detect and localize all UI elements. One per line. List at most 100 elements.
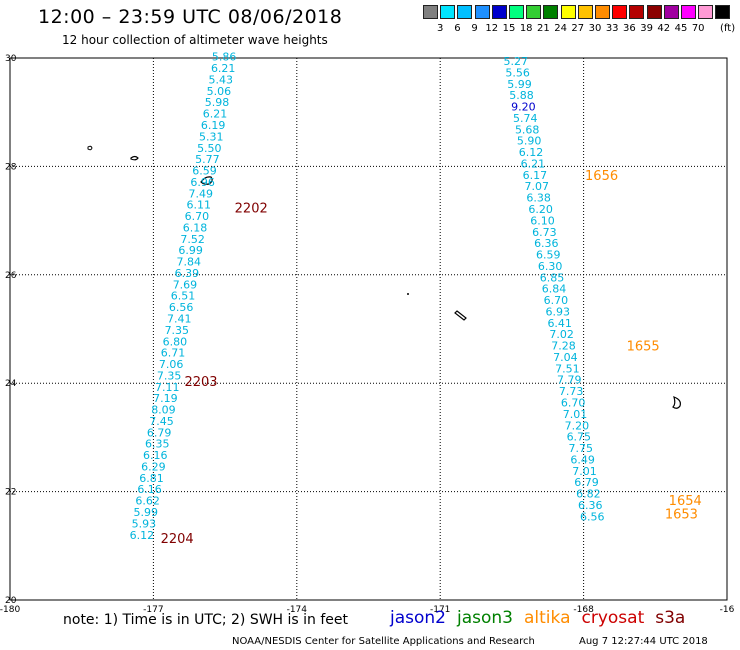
swh-value: 6.12 xyxy=(130,529,155,542)
pass-time-label: 2203 xyxy=(184,375,217,390)
swh-value: 7.79 xyxy=(557,374,582,387)
island-outline xyxy=(87,145,93,151)
swh-value: 6.70 xyxy=(561,397,586,410)
lon-tick-label: -174 xyxy=(287,605,308,615)
swh-value: 5.27 xyxy=(503,55,528,68)
swh-value: 7.28 xyxy=(551,340,576,353)
map-subtitle: 12 hour collection of altimeter wave hei… xyxy=(62,33,328,47)
swh-value: 6.81 xyxy=(139,472,164,485)
swh-value: 6.35 xyxy=(145,438,170,451)
satellite-legend-entry: jason3 xyxy=(457,608,513,628)
scale-label: 12 xyxy=(485,23,499,34)
island-outline xyxy=(130,155,139,161)
swh-value: 6.30 xyxy=(538,260,563,273)
swh-value: 5.99 xyxy=(134,506,159,519)
swh-value: 6.85 xyxy=(540,271,565,284)
generation-timestamp: Aug 7 12:27:44 UTC 2018 xyxy=(579,636,708,647)
swh-value: 6.79 xyxy=(147,426,172,439)
swh-value: 5.77 xyxy=(195,153,220,166)
swh-value: 6.11 xyxy=(187,199,212,212)
swh-value: 7.73 xyxy=(559,385,584,398)
swh-value: 6.56 xyxy=(580,510,605,523)
swh-value: 6.36 xyxy=(578,499,603,512)
map-frame xyxy=(9,57,728,601)
swh-value: 5.06 xyxy=(207,85,232,98)
swh-value: 6.36 xyxy=(534,237,559,250)
lon-tick-label: -16 xyxy=(720,605,735,615)
scale-swatch xyxy=(577,5,593,19)
swh-value: 6.20 xyxy=(528,203,553,216)
swh-value: 5.99 xyxy=(507,78,532,91)
swh-value: 6.41 xyxy=(547,317,572,330)
swh-value: 6.51 xyxy=(171,290,196,303)
swh-value: 6.73 xyxy=(532,226,557,239)
scale-unit: (ft) xyxy=(720,23,736,34)
swh-value: 7.45 xyxy=(149,415,174,428)
swh-value: 5.90 xyxy=(517,135,542,148)
swh-value: 6.59 xyxy=(192,165,217,178)
swh-value: 5.74 xyxy=(513,112,538,125)
map-grid: -180 -177 -174 -171 -168 -16 30 28 26 24 22 20 xyxy=(0,54,735,615)
swh-value: 7.06 xyxy=(159,358,184,371)
scale-swatch xyxy=(440,5,456,19)
pass-time-label: 1653 xyxy=(665,508,698,523)
swh-value: 9.20 xyxy=(511,101,536,114)
swh-value: 6.17 xyxy=(523,169,548,182)
swh-value: 7.19 xyxy=(153,392,178,405)
scale-swatch xyxy=(595,5,610,19)
island-outline xyxy=(407,293,409,295)
swh-value: 5.88 xyxy=(509,89,534,102)
swh-value: 6.99 xyxy=(178,244,203,257)
scale-swatch xyxy=(646,5,662,19)
swh-value: 7.07 xyxy=(525,180,550,193)
swh-value: 6.62 xyxy=(135,495,160,508)
swh-value: 7.84 xyxy=(177,256,202,269)
swh-value: 7.01 xyxy=(572,465,597,478)
swh-value: 7.69 xyxy=(173,278,198,291)
scale-swatch xyxy=(543,5,559,19)
swh-value: 6.93 xyxy=(546,305,571,318)
lat-tick-label: 28 xyxy=(5,162,17,172)
swh-value: 6.18 xyxy=(183,221,208,234)
credit-line: NOAA/NESDIS Center for Satellite Applica… xyxy=(232,636,535,647)
swh-value: 7.41 xyxy=(167,312,192,325)
scale-swatch xyxy=(526,5,542,19)
map-border xyxy=(9,57,728,601)
swh-value: 7.02 xyxy=(549,328,574,341)
swh-value: 7.35 xyxy=(157,369,182,382)
island-outline xyxy=(200,176,213,185)
swh-value: 6.71 xyxy=(161,347,186,360)
swh-value: 6.96 xyxy=(190,176,215,189)
swh-value: 7.35 xyxy=(165,324,190,337)
pass-time-label: 1655 xyxy=(627,340,660,355)
swh-value: 6.82 xyxy=(576,488,601,501)
lat-tick-label: 26 xyxy=(5,271,17,281)
swh-value: 7.51 xyxy=(555,362,580,375)
scale-swatch xyxy=(629,5,645,19)
swh-value: 7.75 xyxy=(568,442,593,455)
satellite-legend: jason2 jason3 altika cryosat s3a xyxy=(390,608,696,628)
pass-time-label: 1654 xyxy=(669,494,702,509)
scale-label: 36 xyxy=(623,23,636,34)
swh-value: 6.39 xyxy=(175,267,200,280)
swh-value: 6.19 xyxy=(201,119,226,132)
swh-value: 5.93 xyxy=(132,517,157,530)
swh-value: 5.43 xyxy=(209,73,234,86)
scale-label: 27 xyxy=(571,23,585,34)
swh-value: 6.49 xyxy=(570,453,595,466)
scale-swatch xyxy=(491,5,507,19)
swh-value: 7.52 xyxy=(180,233,205,246)
scale-swatch xyxy=(474,5,490,19)
scale-swatch xyxy=(423,5,438,19)
swh-value: 7.49 xyxy=(188,187,213,200)
scale-label: 6 xyxy=(454,23,461,34)
swh-value: 6.21 xyxy=(203,108,228,121)
lon-tick-label: -180 xyxy=(0,605,20,615)
swh-value: 5.98 xyxy=(205,96,230,109)
swh-value: 7.04 xyxy=(553,351,578,364)
scale-label: 18 xyxy=(519,23,533,34)
swh-value: 6.21 xyxy=(211,62,236,75)
satellite-legend-entry: jason2 xyxy=(390,608,446,628)
swh-value: 6.80 xyxy=(163,335,188,348)
scale-swatch xyxy=(612,5,628,19)
